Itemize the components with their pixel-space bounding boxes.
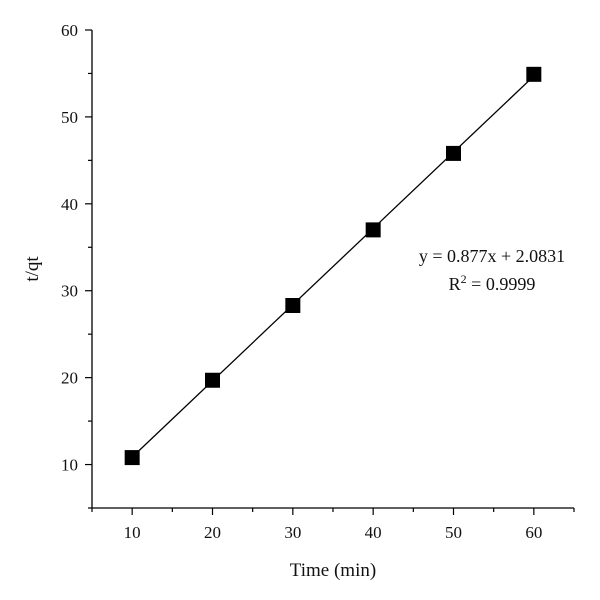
plot-axes	[91, 30, 574, 509]
x-axis-label: Time (min)	[290, 560, 376, 581]
r-squared-prefix: R	[449, 274, 461, 294]
data-point	[446, 145, 461, 161]
data-point	[205, 372, 220, 388]
r-squared-annotation: R2 = 0.9999	[449, 272, 536, 294]
y-axis-label: t/qt	[22, 256, 43, 282]
y-tick-label: 40	[61, 195, 78, 214]
x-tick-label: 40	[365, 523, 382, 542]
data-points	[124, 66, 542, 466]
x-tick-label: 10	[124, 523, 141, 542]
y-tick-label: 30	[61, 282, 78, 301]
axis-tick-labels: 10 20 30 40 50 60 10 20 30 40 50 60	[61, 21, 542, 542]
r-squared-superscript: 2	[461, 272, 467, 286]
data-point	[365, 222, 381, 238]
x-tick-label: 20	[204, 523, 221, 542]
y-tick-label: 10	[61, 456, 78, 475]
data-point	[526, 66, 542, 82]
y-tick-label: 50	[61, 108, 78, 127]
data-point	[285, 298, 301, 314]
fit-line-group	[131, 75, 535, 458]
fit-line	[131, 75, 535, 458]
equation-annotation: y = 0.877x + 2.0831	[419, 246, 565, 266]
y-tick-label: 60	[61, 21, 78, 40]
data-point	[124, 450, 140, 466]
x-tick-label: 50	[445, 523, 462, 542]
y-tick-label: 20	[61, 369, 78, 388]
axis-ticks	[85, 29, 575, 515]
x-tick-label: 30	[284, 523, 301, 542]
r-squared-value: = 0.9999	[467, 274, 536, 294]
x-tick-label: 60	[525, 523, 542, 542]
